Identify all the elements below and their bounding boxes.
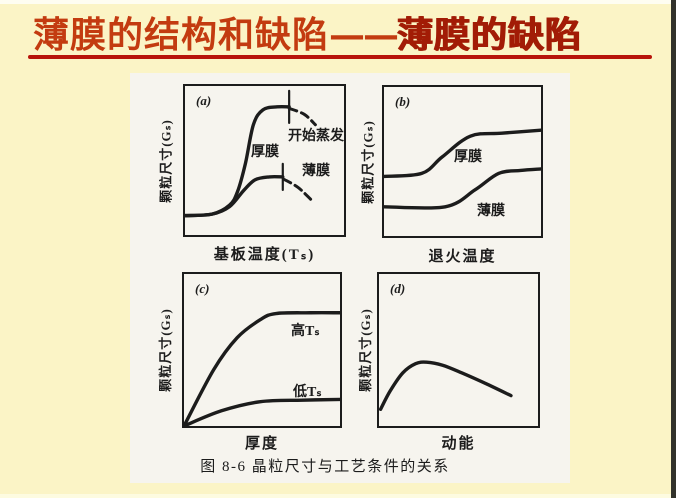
slide-title: 薄膜的结构和缺陷——薄膜的缺陷 (33, 6, 582, 58)
title-main: 薄膜的结构和缺陷 (33, 14, 330, 56)
panel-c-xlabel: 厚度 (244, 436, 279, 452)
figure-paper: (a) 厚膜 薄膜 开始蒸发 颗粒尺寸(Gₛ) 基板温度(Tₛ) (b) 厚膜 … (130, 73, 570, 483)
panel-b-xlabel: 退火温度 (428, 249, 497, 265)
panel-a-tag: (a) (196, 93, 212, 108)
panel-d: (d) (377, 272, 540, 428)
panel-d-xlabel: 动能 (441, 436, 476, 452)
evaporation-annotation: 开始蒸发 (288, 129, 344, 144)
title-dash: —— (329, 14, 399, 56)
panel-b-ylabel: 颗粒尺寸(Gₛ) (360, 120, 376, 204)
right-edge-border (671, 0, 676, 498)
panel-a-ylabel: 颗粒尺寸(Gₛ) (158, 119, 174, 203)
panel-a-xlabel: 基板温度(Tₛ) (213, 247, 316, 263)
thick-film-label: 厚膜 (454, 150, 482, 165)
panel-d-tag: (d) (390, 281, 406, 296)
panel-a: (a) 厚膜 薄膜 开始蒸发 (183, 84, 346, 237)
title-underline (28, 55, 652, 59)
panel-b-curves (382, 128, 543, 210)
panel-b: (b) 厚膜 薄膜 (382, 85, 543, 238)
low-ts-label: 低Tₛ (293, 385, 322, 400)
bottom-edge-border (0, 494, 671, 498)
panel-b-tag: (b) (395, 94, 411, 109)
high-ts-label: 高Tₛ (291, 324, 320, 339)
panel-d-curve (378, 360, 513, 411)
panel-c-ylabel: 颗粒尺寸(Gₛ) (158, 308, 173, 392)
thin-film-label: 薄膜 (477, 204, 505, 219)
panel-d-ylabel: 颗粒尺寸(Gₛ) (358, 308, 373, 392)
top-edge-border (0, 0, 676, 4)
panel-a-curves (183, 89, 317, 218)
thick-film-label: 厚膜 (251, 145, 279, 160)
panel-c-tag: (c) (195, 281, 210, 296)
title-emphasis: 薄膜的缺陷 (397, 14, 583, 56)
panel-c-curves (182, 311, 342, 428)
figure-caption: 图 8-6 晶粒尺寸与工艺条件的关系 (200, 459, 450, 475)
panel-c: (c) 高Tₛ 低Tₛ (182, 272, 342, 428)
thin-film-label: 薄膜 (302, 164, 330, 179)
